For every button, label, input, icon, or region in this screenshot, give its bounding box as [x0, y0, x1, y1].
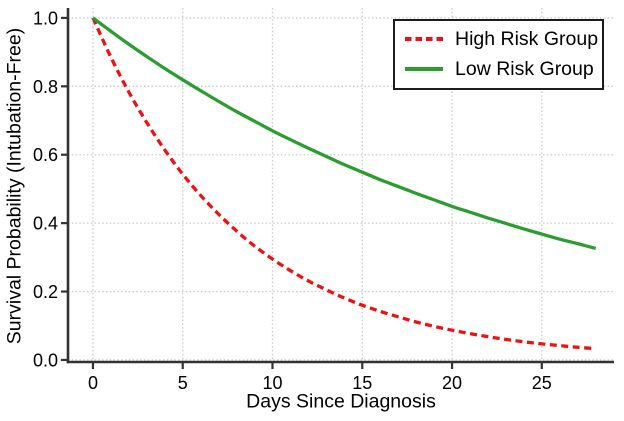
legend-label-high-risk: High Risk Group [455, 27, 599, 50]
x-tick-label: 20 [442, 373, 462, 393]
y-tick-label: 0.8 [33, 77, 58, 97]
y-tick-label: 0.6 [33, 145, 58, 165]
y-axis-label: Survival Probability (Intubation-Free) [3, 27, 26, 345]
legend-label-low-risk: Low Risk Group [455, 57, 594, 80]
x-tick-label: 0 [88, 373, 98, 393]
legend-item-high-risk: High Risk Group [405, 26, 598, 52]
y-tick-label: 0.4 [33, 214, 58, 234]
x-tick-label: 15 [352, 373, 372, 393]
x-tick-label: 5 [178, 373, 188, 393]
series-curve-low-risk-group [91, 16, 597, 251]
y-tick-label: 1.0 [33, 8, 58, 28]
x-tick-label: 10 [262, 373, 282, 393]
x-axis-label: Days Since Diagnosis [246, 390, 436, 413]
legend-item-low-risk: Low Risk Group [405, 56, 594, 82]
y-tick-label: 0.0 [33, 350, 58, 370]
x-tick-label: 25 [532, 373, 552, 393]
high-risk-dashed-line-swatch [405, 37, 443, 41]
low-risk-solid-line-swatch [405, 67, 443, 71]
legend: High Risk Group Low Risk Group [393, 19, 604, 90]
y-tick-label: 0.2 [33, 282, 58, 302]
